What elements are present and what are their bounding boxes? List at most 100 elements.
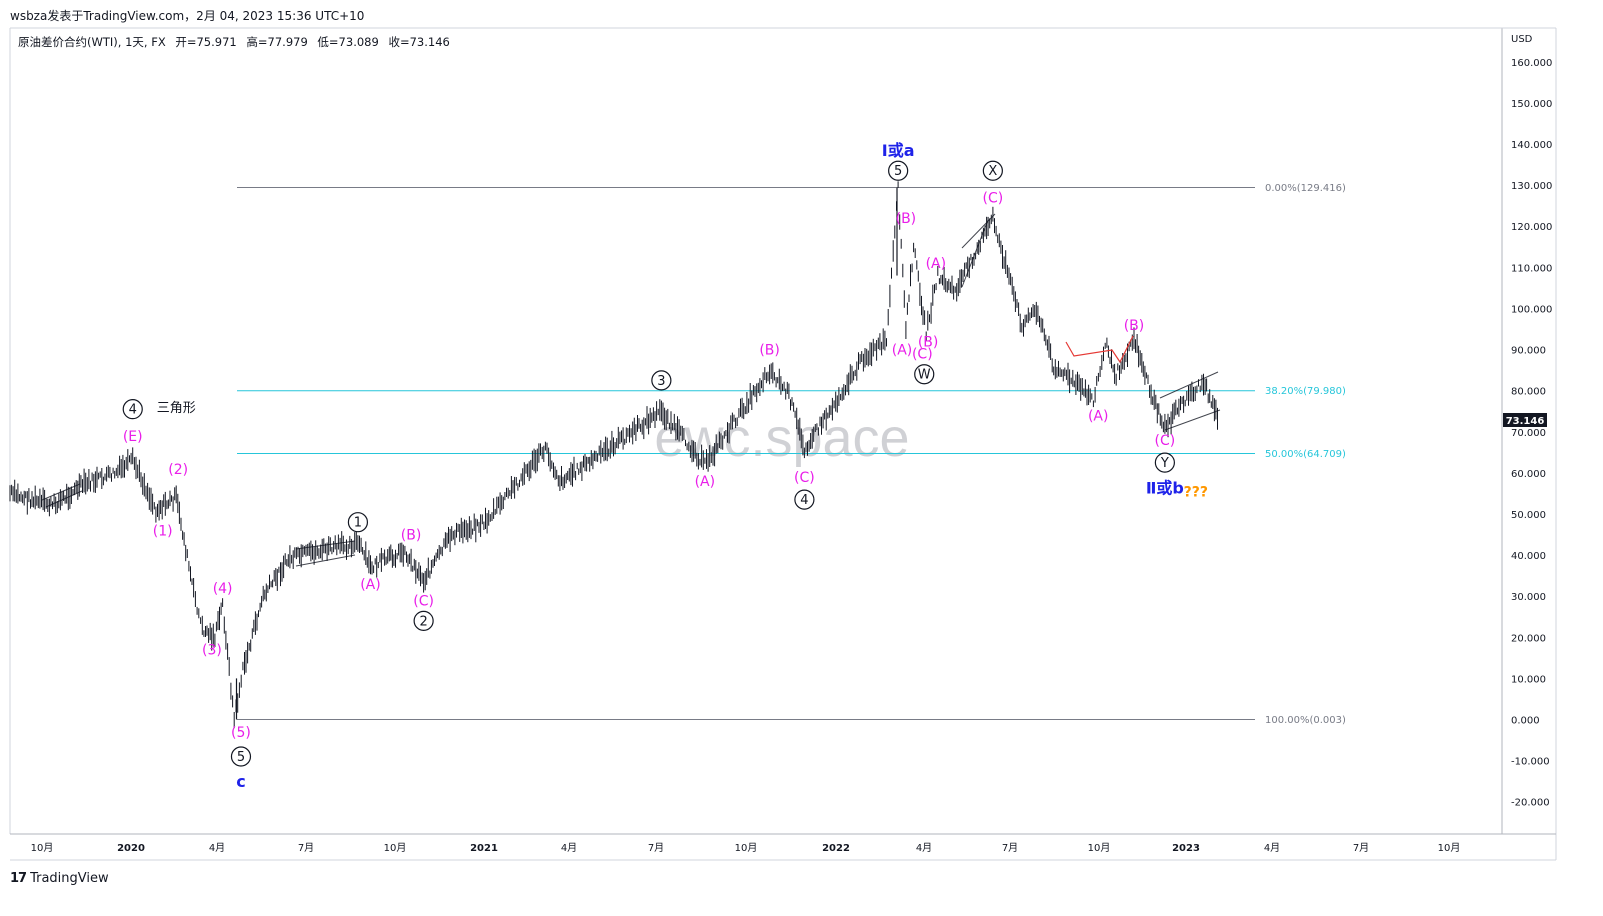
close-value: 收=73.146 bbox=[388, 35, 450, 49]
red-wave-line[interactable] bbox=[1065, 335, 1134, 364]
watermark-text: ewc.space bbox=[654, 408, 909, 468]
wave-circle-label: X bbox=[988, 164, 997, 179]
wave-label[interactable]: (3) bbox=[202, 643, 222, 659]
wave-circle-marker[interactable] bbox=[914, 364, 935, 385]
channel-line[interactable] bbox=[961, 219, 989, 288]
wave-circle-marker[interactable] bbox=[347, 512, 369, 533]
channel-line[interactable] bbox=[41, 483, 81, 501]
y-tick-label: -20.000 bbox=[1511, 798, 1550, 809]
wave-label[interactable]: (A) bbox=[926, 256, 947, 272]
fib-level-label: 0.00%(129.416) bbox=[1265, 183, 1346, 194]
degree-label[interactable]: Ⅰ或a bbox=[882, 141, 915, 160]
channel-line[interactable] bbox=[45, 490, 83, 508]
x-tick-label: 10月 bbox=[384, 842, 407, 854]
wave-circle-marker[interactable] bbox=[122, 399, 143, 420]
x-tick-label: 2020 bbox=[117, 843, 145, 854]
degree-label[interactable]: Ⅱ或b bbox=[1146, 478, 1184, 497]
wave-circle-label: 1 bbox=[354, 516, 362, 531]
wave-circle-label: 3 bbox=[657, 374, 665, 389]
wave-label[interactable]: (E) bbox=[123, 429, 143, 445]
price-bars bbox=[9, 181, 1218, 729]
wave-circle-marker[interactable] bbox=[651, 370, 672, 391]
wave-circle-label: 4 bbox=[129, 403, 137, 418]
x-tick-label: 4月 bbox=[1264, 842, 1280, 854]
wave-label[interactable]: (B) bbox=[759, 343, 780, 359]
wave-label[interactable]: (4) bbox=[213, 581, 233, 597]
wave-label[interactable]: (C) bbox=[1155, 433, 1176, 449]
wave-label[interactable]: (A) bbox=[892, 343, 913, 359]
y-tick-label: 80.000 bbox=[1511, 387, 1546, 398]
wave-label[interactable]: (B) bbox=[918, 334, 939, 350]
wave-circle-marker[interactable] bbox=[888, 160, 909, 181]
y-tick-label: 30.000 bbox=[1511, 592, 1546, 603]
y-tick-label: 120.000 bbox=[1511, 222, 1552, 233]
x-tick-label: 7月 bbox=[298, 842, 314, 854]
wave-label[interactable]: (B) bbox=[896, 211, 917, 227]
channel-line[interactable] bbox=[295, 540, 356, 550]
tradingview-footer[interactable]: 17 TradingView bbox=[10, 871, 109, 886]
y-tick-label: 0.000 bbox=[1511, 716, 1540, 727]
y-tick-label: 10.000 bbox=[1511, 674, 1546, 685]
wave-label[interactable]: (C) bbox=[912, 347, 933, 363]
wave-circle-label: 5 bbox=[894, 164, 902, 179]
y-tick-label: 60.000 bbox=[1511, 469, 1546, 480]
wave-label[interactable]: (A) bbox=[1088, 408, 1109, 424]
x-tick-label: 4月 bbox=[561, 842, 577, 854]
last-price-label: 73.146 bbox=[1506, 416, 1545, 427]
low-value: 低=73.089 bbox=[317, 35, 379, 49]
wave-label[interactable]: (B) bbox=[1124, 318, 1145, 334]
channel-drawings[interactable] bbox=[41, 213, 1221, 567]
y-tick-label: 160.000 bbox=[1511, 58, 1552, 69]
channel-line[interactable] bbox=[295, 554, 356, 567]
y-tick-label: 20.000 bbox=[1511, 633, 1546, 644]
x-tick-label: 2023 bbox=[1172, 843, 1200, 854]
x-tick-label: 7月 bbox=[1002, 842, 1018, 854]
x-axis[interactable]: 10月 2020 4月 7月 10月 2021 4月 7月 10月 2022 4月 7月 10月 2023… bbox=[31, 842, 1461, 854]
wave-circle-label: W bbox=[918, 368, 931, 383]
y-axis[interactable]: 160.000 150.000 140.000 130.000 120.000 110.0… bbox=[1511, 58, 1552, 809]
degree-label[interactable]: c bbox=[236, 772, 245, 791]
y-tick-label: 110.000 bbox=[1511, 263, 1552, 274]
y-axis-unit: USD bbox=[1511, 34, 1533, 45]
x-tick-label: 2022 bbox=[822, 843, 850, 854]
wave-circle-marker[interactable] bbox=[230, 746, 252, 767]
symbol-name[interactable]: 原油差价合约(WTI), 1天, FX bbox=[18, 35, 166, 49]
wave-circle-marker[interactable] bbox=[794, 489, 815, 510]
y-tick-label: 140.000 bbox=[1511, 140, 1552, 151]
x-tick-label: 10月 bbox=[1088, 842, 1111, 854]
wave-label[interactable]: (B) bbox=[401, 528, 422, 544]
wave-circle-marker[interactable] bbox=[982, 160, 1003, 181]
y-tick-label: 100.000 bbox=[1511, 304, 1552, 315]
wave-circle-marker[interactable] bbox=[1154, 452, 1175, 473]
wave-circle-label: Y bbox=[1160, 456, 1169, 471]
wave-label[interactable]: (A) bbox=[695, 474, 716, 490]
wave-label[interactable]: (2) bbox=[168, 462, 188, 478]
y-tick-label: 150.000 bbox=[1511, 99, 1552, 110]
wave-label[interactable]: (C) bbox=[983, 190, 1004, 206]
wave-label[interactable]: (1) bbox=[153, 523, 173, 539]
wave-label[interactable]: (C) bbox=[413, 593, 434, 609]
wave-label[interactable]: (A) bbox=[360, 577, 381, 593]
wave-circle-marker[interactable] bbox=[413, 610, 434, 631]
x-tick-label: 10月 bbox=[735, 842, 758, 854]
symbol-legend: 原油差价合约(WTI), 1天, FX 开=75.971 高=77.979 低=… bbox=[18, 34, 456, 50]
y-tick-label: 40.000 bbox=[1511, 551, 1546, 562]
channel-line[interactable] bbox=[1164, 409, 1221, 431]
pattern-label[interactable]: 三角形 bbox=[157, 401, 196, 416]
channel-line[interactable] bbox=[1159, 371, 1219, 399]
fib-level-label: 100.00%(0.003) bbox=[1265, 715, 1346, 726]
x-tick-label: 7月 bbox=[1353, 842, 1369, 854]
tradingview-logo-icon: 17 bbox=[10, 871, 27, 886]
wave-circle-label: 2 bbox=[419, 614, 427, 629]
channel-line[interactable] bbox=[961, 213, 996, 249]
wave-label[interactable]: (5) bbox=[231, 725, 251, 741]
question-label[interactable]: ??? bbox=[1184, 484, 1208, 500]
tradingview-brand: TradingView bbox=[30, 871, 109, 886]
wave-label[interactable]: (C) bbox=[794, 470, 815, 486]
x-tick-label: 7月 bbox=[648, 842, 664, 854]
high-value: 高=77.979 bbox=[246, 35, 308, 49]
publish-info: wsbza发表于TradingView.com，2月 04, 2023 15:3… bbox=[10, 9, 365, 23]
y-tick-label: 50.000 bbox=[1511, 510, 1546, 521]
